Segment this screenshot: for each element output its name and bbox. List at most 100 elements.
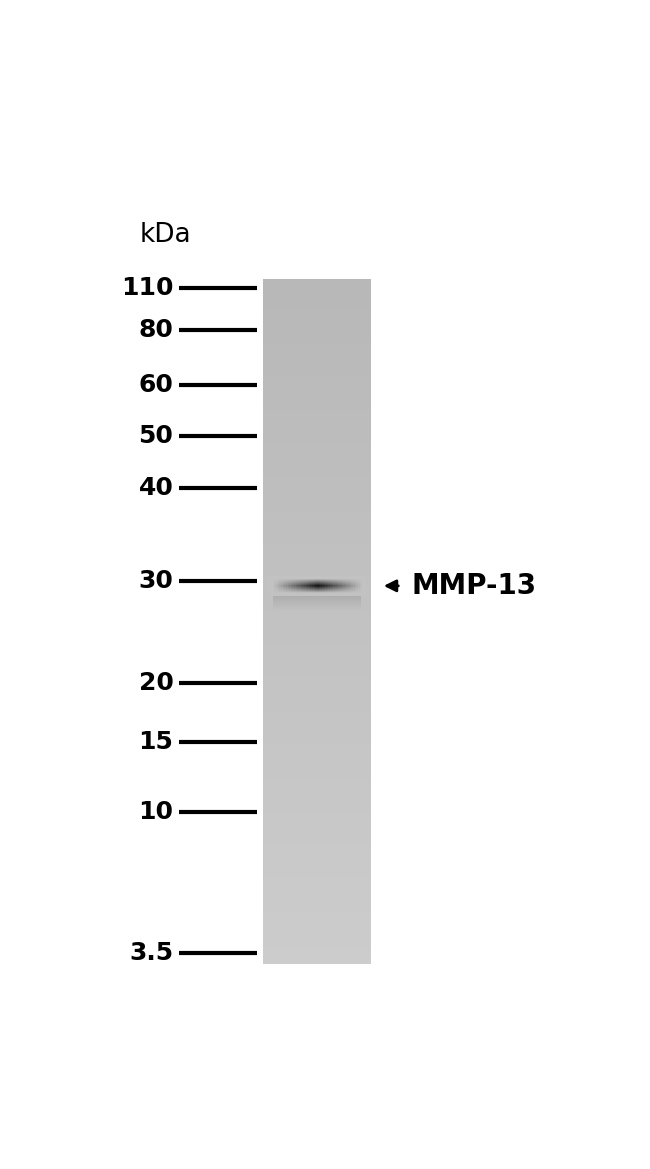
Bar [263,567,371,569]
Bar [263,471,371,473]
Bar [263,325,371,327]
Bar [263,738,371,740]
Bar [263,956,371,959]
Bar [263,461,371,463]
Bar [263,555,371,556]
Bar [263,729,371,732]
Bar [263,395,371,397]
Bar [263,915,371,918]
Bar [263,317,371,319]
Bar [263,712,371,714]
Bar [263,855,371,856]
Bar [263,580,371,582]
Bar [263,382,371,385]
Bar [263,790,371,793]
Bar [263,549,371,552]
Bar [263,582,371,584]
Bar [263,478,371,480]
Bar [263,509,371,511]
Bar [263,649,371,651]
Bar [263,841,371,843]
Bar [263,420,371,422]
Bar [263,302,371,304]
Text: 20: 20 [138,671,174,696]
Bar [263,856,371,858]
Bar [263,755,371,758]
Bar [263,365,371,367]
Bar [263,609,371,611]
Bar [263,727,371,729]
Bar [263,493,371,496]
Bar [263,736,371,738]
Bar [263,756,371,759]
Bar [263,912,371,914]
Bar [263,386,371,388]
Bar [263,601,371,603]
Bar [263,416,371,419]
Bar [263,300,371,302]
Bar [263,848,371,850]
Bar [263,423,371,426]
Bar [263,397,371,400]
Bar [263,524,371,526]
Bar [263,367,371,368]
Bar [263,952,371,954]
Bar [263,634,371,636]
Bar [263,777,371,780]
Bar [263,921,371,922]
Bar [263,859,371,862]
Bar [263,945,371,947]
Bar [263,844,371,846]
Bar [263,316,371,318]
Bar [263,929,371,932]
Bar [263,759,371,760]
Bar [263,888,371,891]
Bar [263,890,371,892]
Bar [263,765,371,767]
Bar [263,368,371,371]
Text: 110: 110 [121,276,174,300]
Bar [263,864,371,866]
Bar [263,926,371,928]
Bar [263,475,371,477]
Bar [263,719,371,721]
Bar [263,505,371,507]
Bar [263,899,371,900]
Bar [263,704,371,706]
Bar [263,442,371,444]
Bar [263,310,371,312]
Bar [263,745,371,747]
Bar [263,707,371,710]
Text: 30: 30 [138,569,174,594]
Bar [263,825,371,828]
Bar [263,948,371,950]
Bar [263,600,371,601]
Bar [263,873,371,874]
Bar [263,328,371,331]
Bar [263,797,371,800]
Bar [263,338,371,340]
Bar [263,401,371,403]
Bar [263,393,371,394]
Bar [263,734,371,736]
Bar [263,689,371,690]
Bar [263,763,371,766]
Bar [263,845,371,848]
Bar [263,306,371,309]
Bar [263,833,371,836]
Bar [263,918,371,920]
Text: MMP-13: MMP-13 [411,572,536,600]
Bar [263,327,371,330]
Bar [263,650,371,652]
Bar [263,346,371,348]
Bar [263,312,371,314]
Bar [263,279,371,282]
Bar [263,748,371,750]
Bar [263,901,371,904]
Bar [263,955,371,957]
Bar [263,779,371,781]
Bar [263,819,371,822]
Text: 15: 15 [138,729,174,754]
Bar [263,298,371,300]
Bar [263,527,371,530]
